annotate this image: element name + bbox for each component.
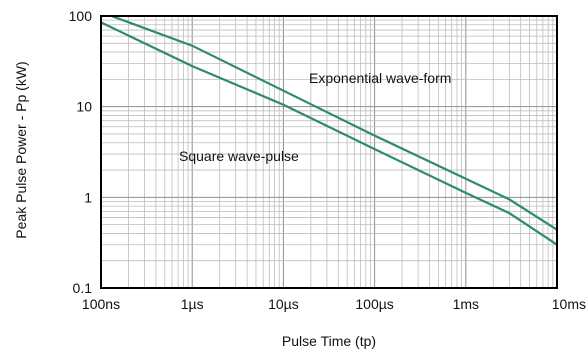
plot-frame [101, 16, 557, 288]
y-axis-title: Peak Pulse Power - Pp (kW) [13, 61, 29, 238]
y-tick-label: 1 [84, 189, 92, 205]
x-tick-label: 100µs [355, 296, 393, 312]
x-tick-label: 1µs [181, 296, 204, 312]
annotation-exponential-wave-form: Exponential wave-form [309, 70, 451, 86]
y-tick-label: 0.1 [73, 280, 93, 296]
annotation-square-wave-pulse: Square wave-pulse [179, 148, 299, 164]
x-tick-label: 10ms [552, 296, 586, 312]
y-tick-label: 100 [69, 8, 93, 24]
x-axis-title: Pulse Time (tp) [282, 333, 376, 349]
x-tick-label: 10µs [268, 296, 299, 312]
series-lines [101, 16, 557, 245]
x-tick-labels: 100ns 1µs 10µs 100µs 1ms 10ms [82, 296, 586, 312]
y-tick-label: 10 [76, 99, 92, 115]
y-tick-labels: 100 10 1 0.1 [69, 8, 93, 296]
x-tick-label: 100ns [82, 296, 120, 312]
grid [101, 16, 557, 288]
x-tick-label: 1ms [453, 296, 479, 312]
